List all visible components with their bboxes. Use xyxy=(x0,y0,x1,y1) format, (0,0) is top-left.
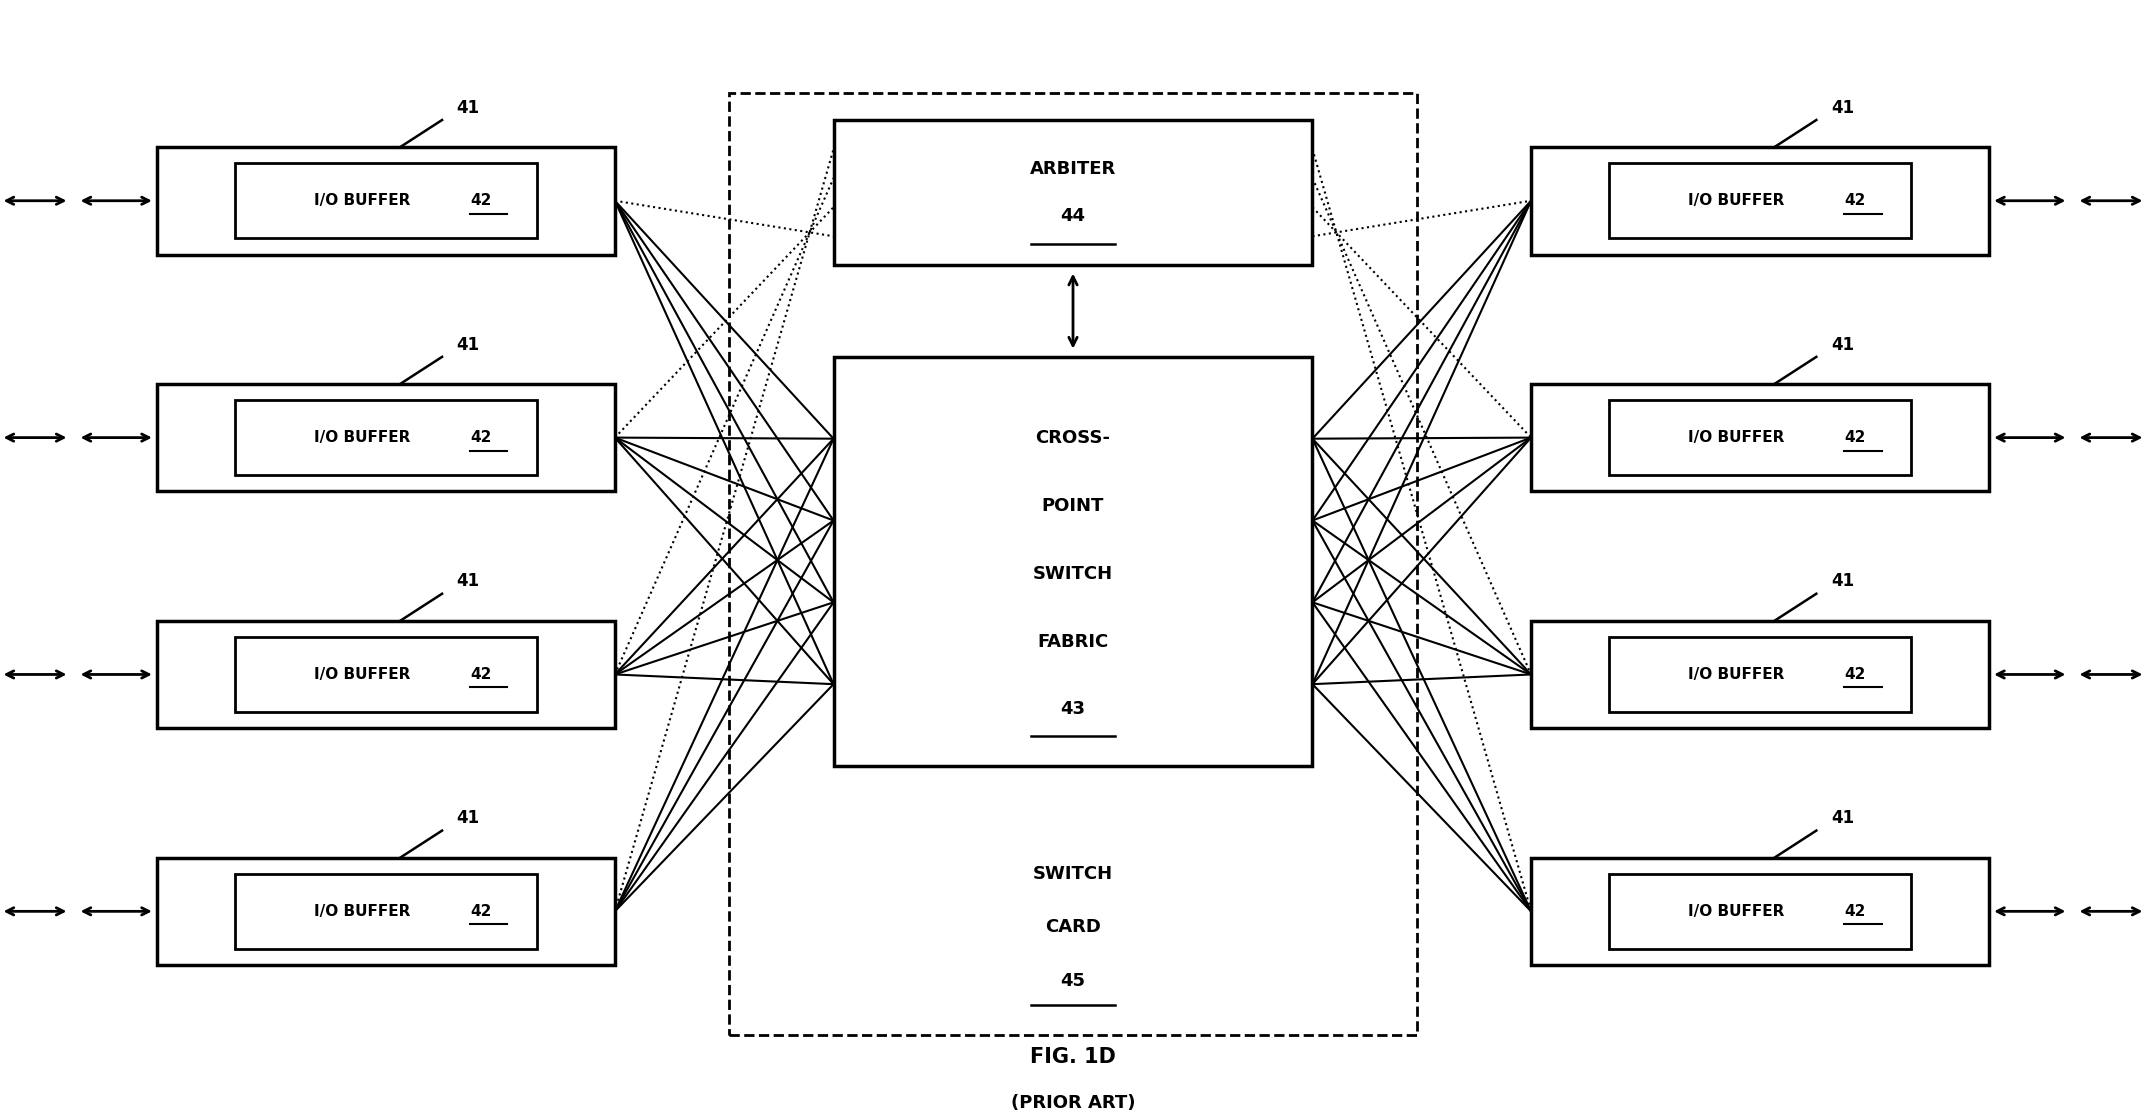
Text: 42: 42 xyxy=(1843,430,1865,445)
Text: 42: 42 xyxy=(470,193,491,209)
Bar xyxy=(1610,637,1912,712)
Bar xyxy=(833,120,1313,265)
Text: 41: 41 xyxy=(1831,336,1854,353)
Bar xyxy=(1610,874,1912,949)
Text: 42: 42 xyxy=(470,667,491,682)
Text: 41: 41 xyxy=(1831,809,1854,827)
Text: 41: 41 xyxy=(457,809,481,827)
Text: CARD: CARD xyxy=(1045,919,1101,937)
Bar xyxy=(157,621,616,728)
Bar xyxy=(1530,857,1989,966)
Bar xyxy=(157,147,616,254)
Text: 42: 42 xyxy=(470,904,491,919)
Text: 41: 41 xyxy=(1831,99,1854,117)
Bar xyxy=(234,637,536,712)
Text: 42: 42 xyxy=(1843,193,1865,209)
Bar xyxy=(234,163,536,239)
Text: I/O BUFFER: I/O BUFFER xyxy=(1687,904,1783,919)
Text: POINT: POINT xyxy=(1041,497,1105,515)
Text: I/O BUFFER: I/O BUFFER xyxy=(1687,193,1783,209)
Text: 41: 41 xyxy=(457,572,481,591)
Text: I/O BUFFER: I/O BUFFER xyxy=(313,904,410,919)
Bar xyxy=(234,874,536,949)
Text: 41: 41 xyxy=(457,336,481,353)
Bar xyxy=(833,357,1313,766)
Text: SWITCH: SWITCH xyxy=(1032,864,1114,883)
Bar xyxy=(1610,163,1912,239)
Text: 41: 41 xyxy=(1831,572,1854,591)
Text: 42: 42 xyxy=(470,430,491,445)
Bar xyxy=(1610,400,1912,475)
Bar xyxy=(1530,147,1989,254)
Bar xyxy=(157,857,616,966)
Text: I/O BUFFER: I/O BUFFER xyxy=(1687,430,1783,445)
Text: 42: 42 xyxy=(1843,667,1865,682)
Bar xyxy=(157,384,616,492)
Text: I/O BUFFER: I/O BUFFER xyxy=(313,193,410,209)
Text: CROSS-: CROSS- xyxy=(1037,429,1109,447)
Text: I/O BUFFER: I/O BUFFER xyxy=(313,430,410,445)
Text: FIG. 1D: FIG. 1D xyxy=(1030,1047,1116,1067)
Bar xyxy=(1530,384,1989,492)
Text: 44: 44 xyxy=(1060,207,1086,225)
Text: ARBITER: ARBITER xyxy=(1030,159,1116,178)
Text: 41: 41 xyxy=(457,99,481,117)
Bar xyxy=(730,93,1416,1035)
Text: 43: 43 xyxy=(1060,700,1086,718)
Bar xyxy=(1530,621,1989,728)
Text: FABRIC: FABRIC xyxy=(1037,632,1109,651)
Bar xyxy=(234,400,536,475)
Text: I/O BUFFER: I/O BUFFER xyxy=(1687,667,1783,682)
Text: 42: 42 xyxy=(1843,904,1865,919)
Text: I/O BUFFER: I/O BUFFER xyxy=(313,667,410,682)
Text: SWITCH: SWITCH xyxy=(1032,565,1114,583)
Text: 45: 45 xyxy=(1060,972,1086,990)
Text: (PRIOR ART): (PRIOR ART) xyxy=(1011,1094,1135,1112)
